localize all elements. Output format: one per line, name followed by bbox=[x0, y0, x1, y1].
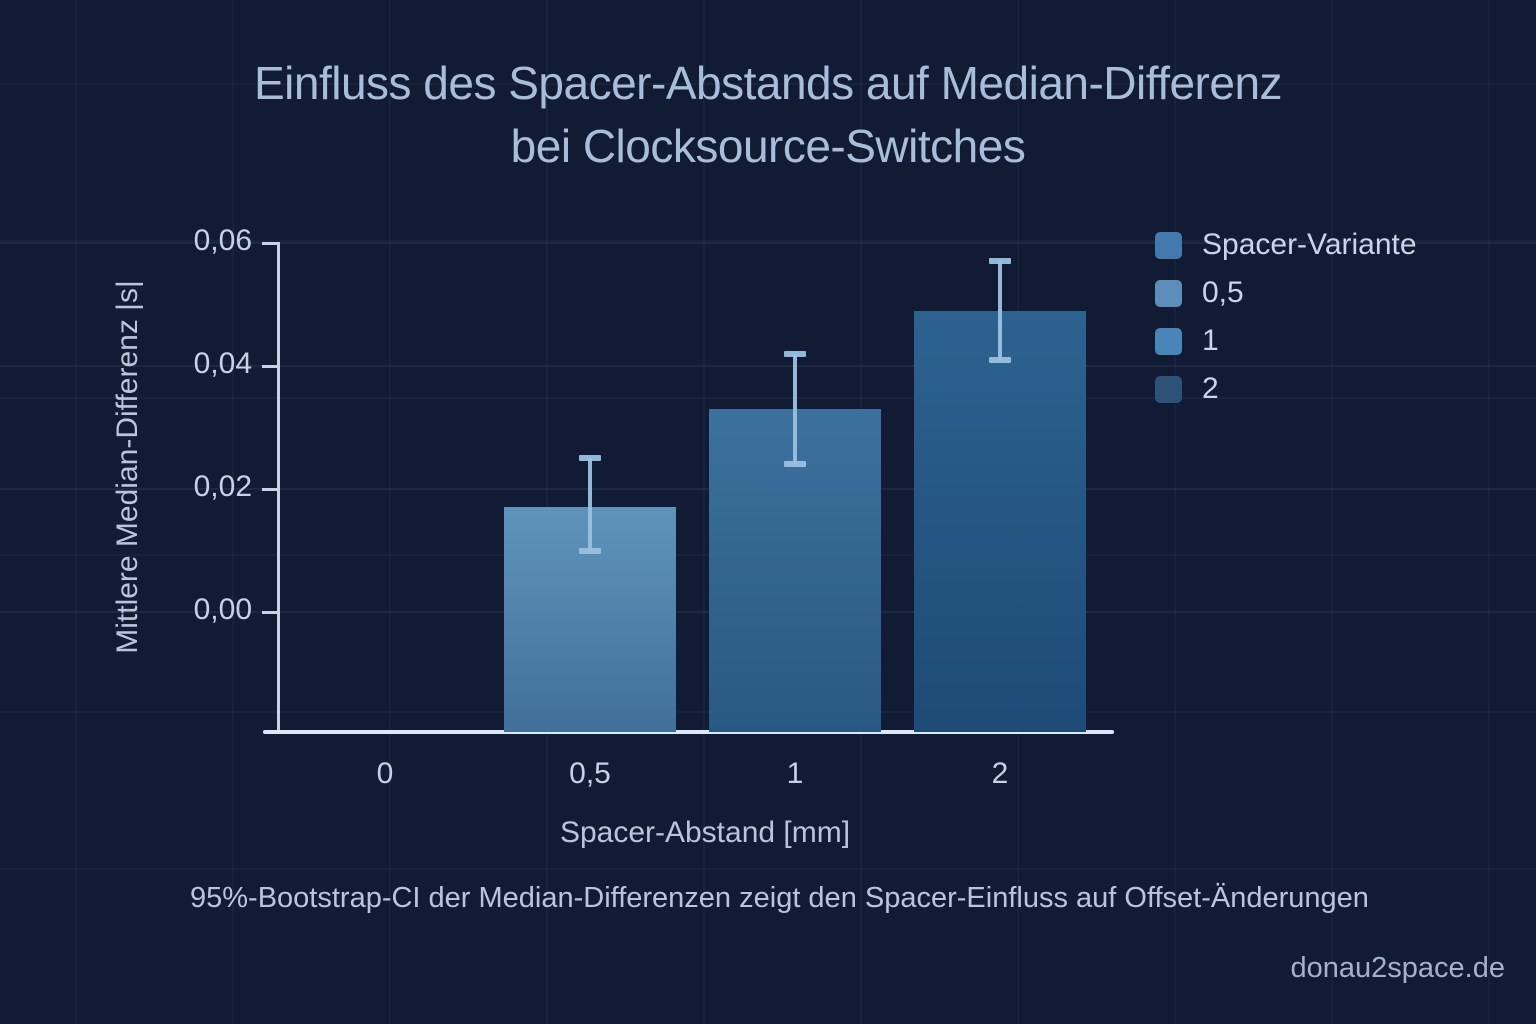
chart-title-line1: Einfluss des Spacer-Abstands auf Median-… bbox=[253, 57, 1283, 109]
y-axis-line bbox=[277, 242, 280, 732]
bar-2 bbox=[914, 310, 1086, 732]
chart-title-line2: bei Clocksource-Switches bbox=[510, 120, 1026, 172]
background-gridline-vertical bbox=[232, 0, 234, 1024]
x-tick-label: 1 bbox=[786, 757, 804, 790]
legend-item-row: 2 bbox=[1155, 370, 1417, 408]
legend-item-label: 2 bbox=[1202, 372, 1219, 405]
background-gridline-vertical bbox=[1488, 0, 1490, 1024]
x-tick-label: 2 bbox=[991, 757, 1009, 790]
legend-title-row: Spacer-Variante bbox=[1155, 226, 1417, 264]
legend-swatch-1 bbox=[1155, 327, 1182, 355]
error-bar-cap-bottom-2 bbox=[989, 356, 1011, 363]
background-gridline-vertical bbox=[703, 0, 705, 1024]
legend: Spacer-Variante 0,5 1 2 bbox=[1155, 226, 1417, 418]
legend-item-label: 1 bbox=[1202, 324, 1219, 357]
y-tick-label: 0,04 bbox=[193, 347, 252, 380]
error-bar-cap-bottom-0,5 bbox=[579, 547, 601, 554]
legend-title-label: Spacer-Variante bbox=[1202, 228, 1417, 261]
background-gridline-vertical bbox=[1174, 0, 1176, 1024]
y-axis-tick bbox=[262, 611, 279, 614]
y-gridline bbox=[0, 365, 1536, 367]
legend-item-label: 0,5 bbox=[1202, 276, 1244, 309]
y-tick-label: 0,06 bbox=[193, 224, 252, 257]
error-bar-stem-2 bbox=[998, 261, 1002, 360]
x-axis-line bbox=[263, 730, 1114, 734]
background-gridline-vertical bbox=[1331, 0, 1333, 1024]
error-bar-stem-0,5 bbox=[588, 458, 592, 551]
chart-title: Einfluss des Spacer-Abstands auf Median-… bbox=[0, 52, 1536, 178]
legend-item-row: 1 bbox=[1155, 322, 1417, 360]
y-axis-tick bbox=[262, 242, 279, 245]
y-axis-tick bbox=[262, 365, 279, 368]
legend-swatch-0,5 bbox=[1155, 279, 1182, 307]
error-bar-cap-bottom-1 bbox=[784, 461, 806, 468]
x-axis-title: Spacer-Abstand [mm] bbox=[559, 816, 851, 849]
legend-swatch-title bbox=[1155, 231, 1182, 259]
y-axis-title: Mittlere Median-Differenz |s| bbox=[111, 280, 144, 654]
caption-text: 95%-Bootstrap-CI der Median-Differenzen … bbox=[190, 882, 1369, 914]
watermark-text: donau2space.de bbox=[1290, 952, 1505, 984]
background-gridline-horizontal bbox=[0, 83, 1536, 85]
y-axis-tick bbox=[262, 488, 279, 491]
legend-item-row: 0,5 bbox=[1155, 274, 1417, 312]
background-gridline-horizontal bbox=[0, 868, 1536, 870]
y-tick-label: 0,00 bbox=[193, 593, 252, 626]
background-gridline-horizontal bbox=[0, 240, 1536, 242]
error-bar-cap-top-0,5 bbox=[579, 455, 601, 462]
error-bar-cap-top-2 bbox=[989, 258, 1011, 265]
y-tick-label: 0,02 bbox=[193, 470, 252, 503]
background-gridline-vertical bbox=[75, 0, 77, 1024]
background-gridline-horizontal bbox=[0, 397, 1536, 399]
y-gridline bbox=[0, 242, 1536, 244]
error-bar-stem-1 bbox=[793, 353, 797, 465]
background-gridline-vertical bbox=[389, 0, 391, 1024]
legend-swatch-2 bbox=[1155, 375, 1182, 403]
x-tick-label: 0 bbox=[376, 757, 394, 790]
x-tick-label: 0,5 bbox=[569, 757, 611, 790]
error-bar-cap-top-1 bbox=[784, 350, 806, 357]
